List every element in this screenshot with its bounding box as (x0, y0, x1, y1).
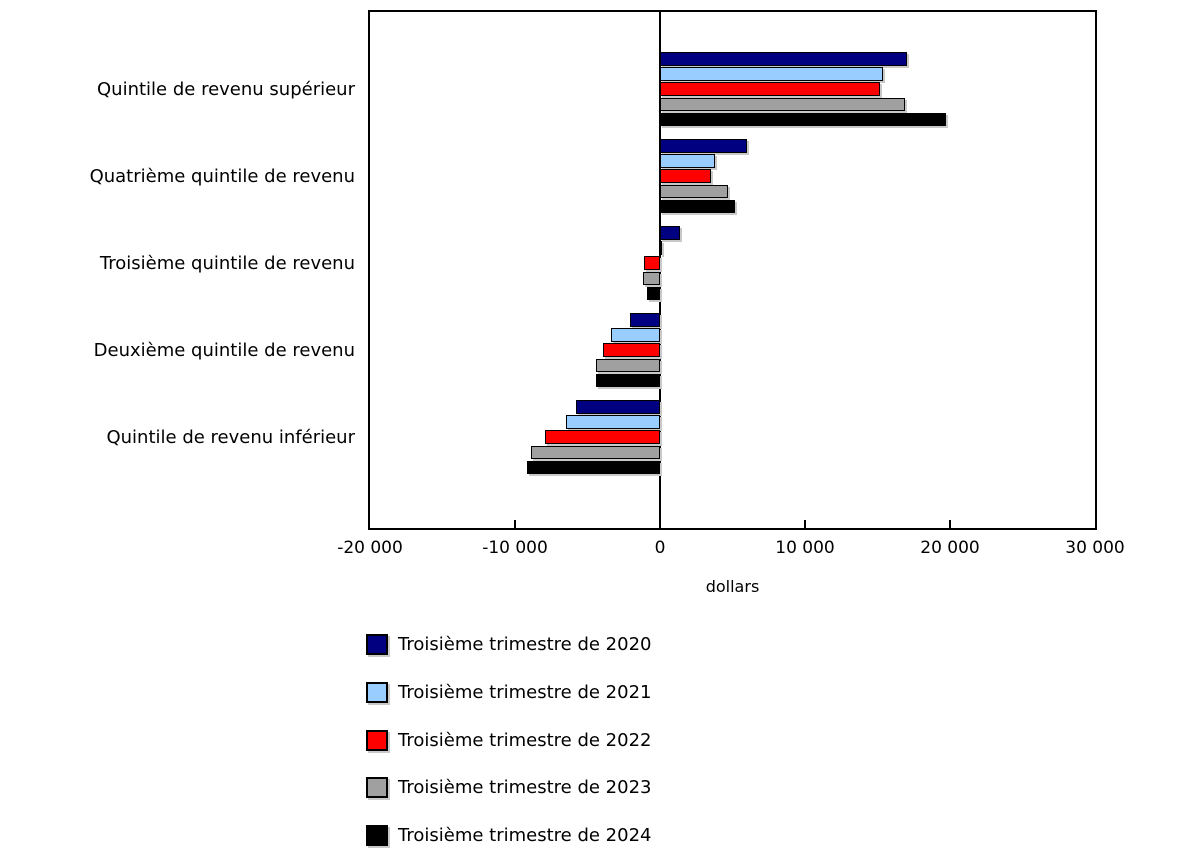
bar-2024-cat3 (596, 373, 660, 388)
category-label-quintile-inferieur: Quintile de revenu inférieur (106, 427, 355, 448)
legend-swatch-2021 (366, 681, 388, 703)
bar-2023-cat4 (530, 445, 660, 460)
bar-2020-cat1 (660, 139, 747, 153)
legend-swatch-2023 (366, 777, 388, 799)
x-axis-tick-label: -20 000 (337, 538, 403, 558)
bar-2022-cat2 (644, 256, 660, 270)
legend-swatch-2020 (366, 634, 388, 655)
bar-2022-cat1 (660, 169, 711, 183)
bar-2021-cat3 (610, 328, 660, 342)
legend-label: Troisième trimestre de 2022 (398, 729, 652, 751)
legend-swatch-2022 (366, 729, 388, 751)
x-axis-tick-label: 20 000 (920, 538, 980, 558)
x-axis-tick (514, 520, 516, 528)
x-axis-tick (804, 520, 806, 528)
plot-area (368, 10, 1097, 530)
bar-2022-cat4 (545, 430, 660, 444)
bar-2021-cat4 (565, 415, 660, 429)
bar-2024-cat4 (526, 460, 660, 475)
x-axis-title: dollars (705, 577, 760, 596)
category-label-quintile-superieur: Quintile de revenu supérieur (97, 79, 355, 100)
bar-2022-cat3 (603, 343, 660, 357)
legend-swatch-2024 (366, 825, 388, 847)
bar-2023-cat3 (596, 358, 660, 373)
bar-2020-cat4 (575, 400, 660, 414)
x-axis-tick-label: 0 (654, 538, 666, 558)
category-label-deuxieme-quintile: Deuxième quintile de revenu (93, 340, 355, 361)
bar-2023-cat2 (642, 271, 660, 286)
bar-2021-cat1 (660, 154, 716, 168)
x-axis-tick-label: 30 000 (1065, 538, 1125, 558)
bar-2020-cat2 (660, 226, 681, 240)
bar-2021-cat2 (660, 241, 662, 255)
bar-2023-cat1 (660, 184, 729, 199)
bar-2024-cat2 (646, 286, 660, 301)
bar-2024-cat1 (660, 199, 736, 214)
bar-2020-cat3 (629, 313, 660, 327)
x-axis-tick (949, 520, 951, 528)
bar-2023-cat0 (660, 97, 906, 112)
category-label-troisieme-quintile: Troisième quintile de revenu (99, 253, 355, 274)
category-label-quatrieme-quintile: Quatrième quintile de revenu (89, 166, 355, 187)
x-axis-tick-label: -10 000 (482, 538, 548, 558)
bar-2022-cat0 (660, 82, 881, 96)
legend-label: Troisième trimestre de 2024 (398, 825, 652, 847)
bar-2020-cat0 (660, 52, 907, 66)
zero-axis-line (659, 12, 661, 528)
bar-2021-cat0 (660, 67, 884, 81)
x-axis-tick-label: 10 000 (775, 538, 835, 558)
legend-label: Troisième trimestre de 2023 (398, 777, 652, 799)
legend-label: Troisième trimestre de 2020 (398, 634, 652, 655)
legend-label: Troisième trimestre de 2021 (398, 681, 652, 703)
bar-2024-cat0 (660, 112, 946, 127)
